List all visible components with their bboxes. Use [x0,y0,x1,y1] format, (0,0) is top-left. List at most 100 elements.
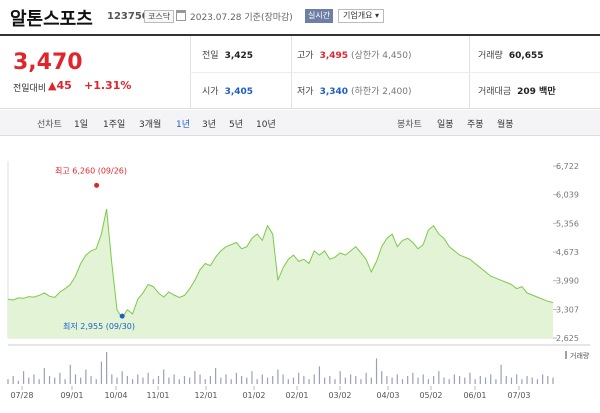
volume-bar [90,376,92,384]
volume-bar [448,379,450,384]
low-label: 저가 [297,87,314,97]
candle-daily[interactable]: 일봉 [437,120,454,130]
volume-bar [126,376,128,384]
volume-bar [137,374,139,384]
volume-bar [106,352,108,384]
volume-bar [526,376,528,384]
volume-bar [80,377,82,384]
volume-bar [303,376,305,384]
volume-bar [396,374,398,384]
volume-bar [261,374,263,384]
volume-cell: 거래량 60,655 [478,48,544,61]
high-value: 3,495 [319,51,349,61]
volume-legend-label: 거래량 [570,351,590,360]
volume-bar [484,377,487,384]
volume-bar [521,379,523,384]
header-divider [0,34,600,36]
volume-bar [552,377,554,384]
volume-bar [510,377,513,384]
period-3y[interactable]: 3년 [202,120,217,130]
volume-bar [308,379,310,384]
volume-bar [365,372,367,384]
period-1w[interactable]: 1주일 [103,120,126,130]
volume-bar [209,376,212,384]
volume-bar [422,374,424,384]
date-text: 2023.07.28 기준(장마감) [190,13,293,23]
volume-bar [433,376,435,384]
volume-bar [17,380,19,384]
volume-bar [69,364,71,384]
x-tick-label: 06/01 [463,391,486,400]
volume-bar [287,379,289,384]
stock-code: 123750 [107,11,149,22]
low-value: 3,340 [319,87,349,97]
prev-close-value: 3,425 [224,51,254,61]
y-tick-label: 3,307 [556,305,579,314]
volume-bar [147,372,149,384]
company-info-button[interactable]: 기업개요 ▾ [338,9,384,23]
period-1y[interactable]: 1년 [176,120,191,130]
volume-bar [178,379,180,384]
y-tick-label: 5,356 [556,219,579,228]
volume-bar [334,379,336,384]
x-tick-label: 03/02 [328,391,351,400]
prev-day-label: 전일대비 [13,84,47,94]
volume-bar [240,376,243,384]
x-tick-label: 07/03 [507,391,530,400]
x-tick-label: 04/03 [376,391,399,400]
low-annotation: 최저 2,955 (09/30) [63,321,135,331]
volume-bar [168,377,170,384]
volume-value: 60,655 [508,51,544,61]
volume-bar [542,374,544,384]
candle-weekly[interactable]: 주봉 [467,120,484,130]
x-tick-label: 07/28 [10,391,33,400]
lower-limit: (하한가 2,400) [351,87,412,97]
volume-bar [505,376,507,384]
volume-bar [183,376,186,384]
upper-limit: (상한가 4,450) [351,51,412,61]
volume-bar [43,368,45,384]
volume-bar [458,376,461,384]
volume-bar [417,377,419,384]
volume-bar [199,374,201,384]
volume-bar [329,376,331,384]
volume-bar [282,374,284,384]
volume-bar [74,374,77,384]
volume-legend-icon [565,351,567,359]
price-line [7,208,554,320]
volume-bar [215,368,217,384]
candle-monthly[interactable]: 월봉 [497,120,514,130]
high-annotation: 최고 6,260 (09/26) [55,165,127,175]
prev-close-label: 전일 [202,51,219,61]
volume-bar [453,374,455,384]
volume-bar [500,364,502,384]
high-cell: 고가 3,495 (상한가 4,450) [297,48,412,61]
volume-bar [344,377,346,384]
volume-bar [355,376,357,384]
volume-bar [370,377,372,384]
period-1d[interactable]: 1일 [74,120,89,130]
period-bar: 선차트 1일 1주일 3개월 1년 3년 5년 10년 봉차트 일봉 주봉 월봉 [0,110,600,136]
volume-bar [349,374,352,384]
volume-bar [318,366,321,384]
volume-bar [324,377,326,384]
period-3m[interactable]: 3개월 [139,120,162,130]
volume-bar [407,376,409,384]
volume-bar [220,377,222,384]
open-label: 시가 [202,87,219,97]
price-chart: 6,722 6,039 5,356 4,673 3,990 3,307 2,625 최고 6,… [7,161,590,400]
volume-bar [12,376,14,384]
volume-bar [204,379,206,384]
amount-value: 209 백만 [517,87,556,97]
volume-label: 거래량 [478,51,503,61]
volume-bar [64,379,66,384]
volume-bar [298,372,300,384]
period-10y[interactable]: 10년 [256,120,276,130]
volume-bar [251,371,253,384]
realtime-button[interactable]: 실시간 [305,9,334,23]
period-5y[interactable]: 5년 [229,120,244,130]
volume-bar [173,374,175,384]
x-tick-label: 10/04 [104,391,127,400]
volume-bar [547,376,549,384]
volume-bar [131,379,134,384]
